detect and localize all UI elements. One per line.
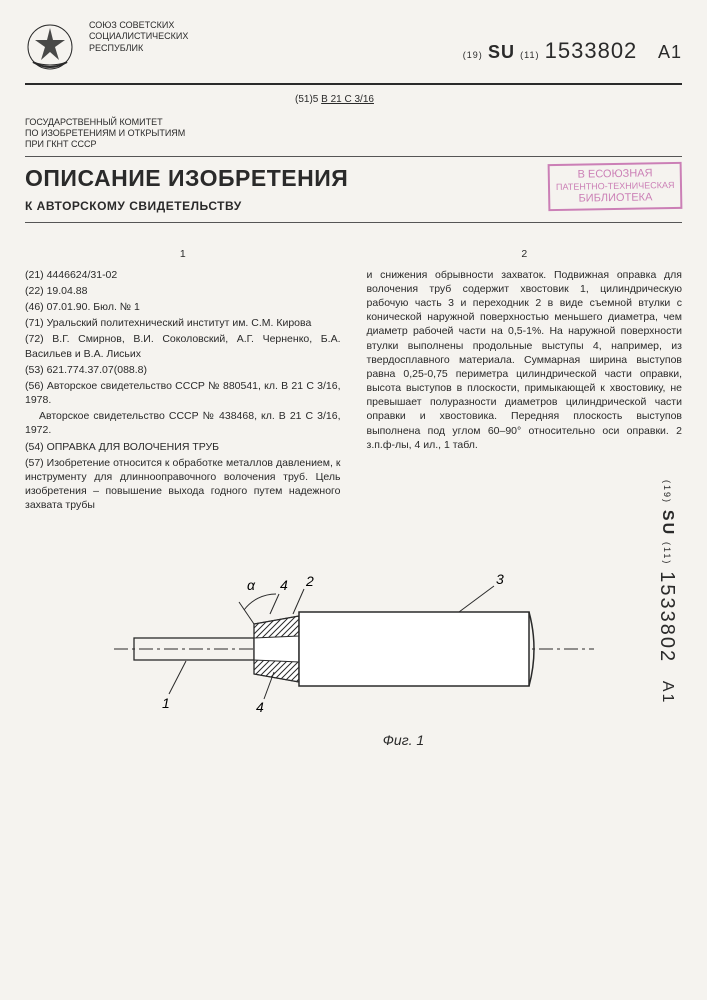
- field-22: (22) 19.04.88: [25, 284, 341, 298]
- label-4b: 4: [256, 699, 264, 715]
- ussr-emblem-icon: [25, 20, 75, 75]
- ipc-code: B 21 C 3/16: [321, 94, 374, 105]
- republic-name: СОЮЗ СОВЕТСКИХ СОЦИАЛИСТИЧЕСКИХ РЕСПУБЛИ…: [89, 20, 188, 54]
- column-left: 1 (21) 4446624/31-02 (22) 19.04.88 (46) …: [25, 247, 341, 514]
- header-row: СОЮЗ СОВЕТСКИХ СОЦИАЛИСТИЧЕСКИХ РЕСПУБЛИ…: [25, 20, 682, 75]
- figure-caption: Фиг. 1: [125, 731, 682, 750]
- side-country: SU: [659, 510, 676, 536]
- field-72: (72) В.Г. Смирнов, В.И. Соколовский, А.Г…: [25, 332, 341, 360]
- pub-mid: (11): [520, 50, 539, 60]
- side-suffix: A1: [659, 681, 676, 705]
- committee-line: ПО ИЗОБРЕТЕНИЯМ И ОТКРЫТИЯМ: [25, 128, 682, 139]
- label-alpha: α: [247, 577, 256, 593]
- ipc-prefix: (51)5: [295, 94, 318, 105]
- pub-prefix: (19): [463, 50, 483, 60]
- field-21: (21) 4446624/31-02: [25, 268, 341, 282]
- ipc-classification: (51)5 B 21 C 3/16: [295, 93, 682, 107]
- column-right: 2 и снижения обрывности захваток. Подвиж…: [367, 247, 683, 514]
- field-56: (56) Авторское свидетельство СССР № 8805…: [25, 379, 341, 407]
- pub-suffix: A1: [658, 42, 682, 62]
- pub-country: SU: [488, 42, 515, 62]
- column-number: 1: [25, 247, 341, 261]
- label-2: 2: [305, 573, 314, 589]
- title-block: ОПИСАНИЕ ИЗОБРЕТЕНИЯ К АВТОРСКОМУ СВИДЕТ…: [25, 163, 682, 214]
- publication-number: (19) SU (11) 1533802 A1: [463, 20, 682, 66]
- column-number: 2: [367, 247, 683, 261]
- republic-line: РЕСПУБЛИК: [89, 43, 188, 54]
- field-53: (53) 621.774.37.07(088.8): [25, 363, 341, 377]
- stamp-line: БИБЛИОТЕКА: [556, 191, 675, 206]
- figure: α 4 2 3 1 4 Фиг. 1: [25, 554, 682, 749]
- body-columns: 1 (21) 4446624/31-02 (22) 19.04.88 (46) …: [25, 247, 682, 514]
- label-3: 3: [496, 571, 504, 587]
- label-1: 1: [162, 695, 170, 711]
- republic-line: СОЦИАЛИСТИЧЕСКИХ: [89, 31, 188, 42]
- library-stamp: В ЕСОЮЗНАЯ ПАТЕНТНО-ТЕХНИЧЕСКАЯ БИБЛИОТЕ…: [547, 162, 682, 212]
- field-54: (54) ОПРАВКА ДЛЯ ВОЛОЧЕНИЯ ТРУБ: [25, 440, 341, 454]
- abstract-body: и снижения обрывности захваток. Подвижна…: [367, 268, 683, 452]
- divider: [25, 156, 682, 157]
- committee-name: ГОСУДАРСТВЕННЫЙ КОМИТЕТ ПО ИЗОБРЕТЕНИЯМ …: [25, 117, 682, 151]
- side-prefix: (19): [662, 480, 672, 504]
- side-publication-number: (19) SU (11) 1533802 A1: [653, 480, 680, 704]
- pub-number-digits: 1533802: [545, 38, 638, 63]
- document-title: ОПИСАНИЕ ИЗОБРЕТЕНИЯ: [25, 163, 348, 194]
- figure-svg: α 4 2 3 1 4: [94, 554, 614, 724]
- side-mid: (11): [662, 542, 672, 565]
- committee-line: ГОСУДАРСТВЕННЫЙ КОМИТЕТ: [25, 117, 682, 128]
- republic-line: СОЮЗ СОВЕТСКИХ: [89, 20, 188, 31]
- side-number: 1533802: [656, 571, 678, 663]
- committee-line: ПРИ ГКНТ СССР: [25, 139, 682, 150]
- divider: [25, 222, 682, 223]
- field-56b: Авторское свидетельство СССР № 438468, к…: [25, 409, 341, 437]
- field-71: (71) Уральский политехнический институт …: [25, 316, 341, 330]
- field-57: (57) Изобретение относится к обработке м…: [25, 456, 341, 513]
- label-4: 4: [280, 577, 288, 593]
- field-46: (46) 07.01.90. Бюл. № 1: [25, 300, 341, 314]
- document-subtitle: К АВТОРСКОМУ СВИДЕТЕЛЬСТВУ: [25, 198, 348, 214]
- divider: [25, 83, 682, 85]
